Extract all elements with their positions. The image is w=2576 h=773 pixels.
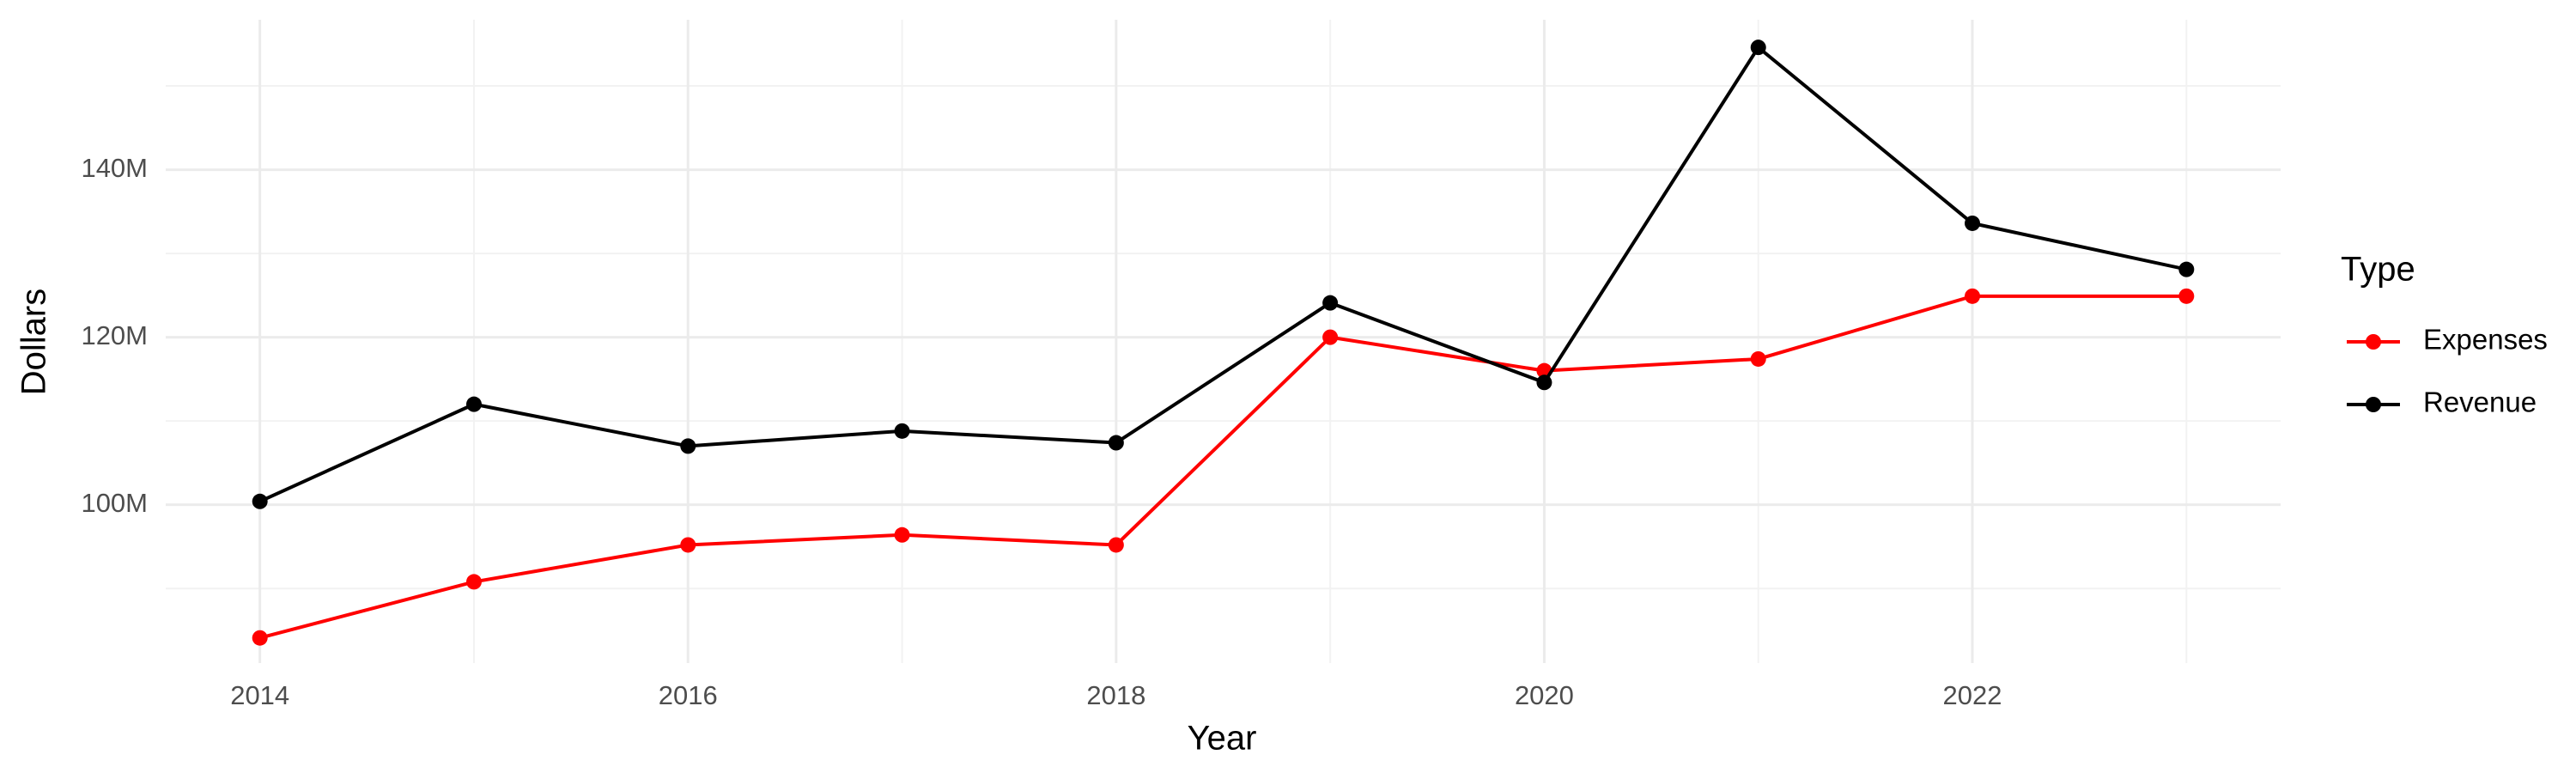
y-tick-label: 140M (81, 153, 148, 183)
data-point (1108, 435, 1124, 451)
data-point (680, 438, 696, 454)
data-point (1108, 537, 1124, 553)
data-point (1965, 288, 1981, 304)
y-axis-title: Dollars (15, 289, 53, 395)
data-point (894, 423, 910, 439)
data-point (2178, 288, 2195, 304)
series-line (259, 294, 2187, 640)
legend-label: Expenses (2423, 324, 2548, 356)
data-point (1750, 350, 1766, 367)
legend-key-point (2366, 397, 2381, 412)
x-tick-label: 2020 (1515, 680, 1574, 710)
data-point (465, 574, 482, 590)
data-point (2178, 261, 2195, 277)
x-tick-label: 2014 (230, 680, 289, 710)
x-tick-label: 2018 (1086, 680, 1145, 710)
data-point (252, 630, 268, 646)
x-tick-label: 2022 (1943, 680, 2002, 710)
data-point (1322, 295, 1339, 311)
legend-label: Revenue (2423, 386, 2537, 418)
x-axis-title: Year (1188, 720, 1257, 758)
legend-key-point (2366, 334, 2381, 350)
legend-title: Type (2341, 251, 2415, 289)
series-line (258, 45, 2187, 503)
data-point (894, 526, 910, 543)
data-point (252, 493, 268, 509)
data-point (1322, 329, 1339, 345)
data-point (465, 396, 482, 412)
data-point (1965, 215, 1981, 231)
y-tick-label: 100M (81, 488, 148, 518)
y-tick-label: 120M (81, 320, 148, 350)
data-point (1536, 374, 1552, 391)
data-point (1750, 40, 1766, 56)
data-point (680, 537, 696, 553)
x-tick-label: 2016 (659, 680, 718, 710)
